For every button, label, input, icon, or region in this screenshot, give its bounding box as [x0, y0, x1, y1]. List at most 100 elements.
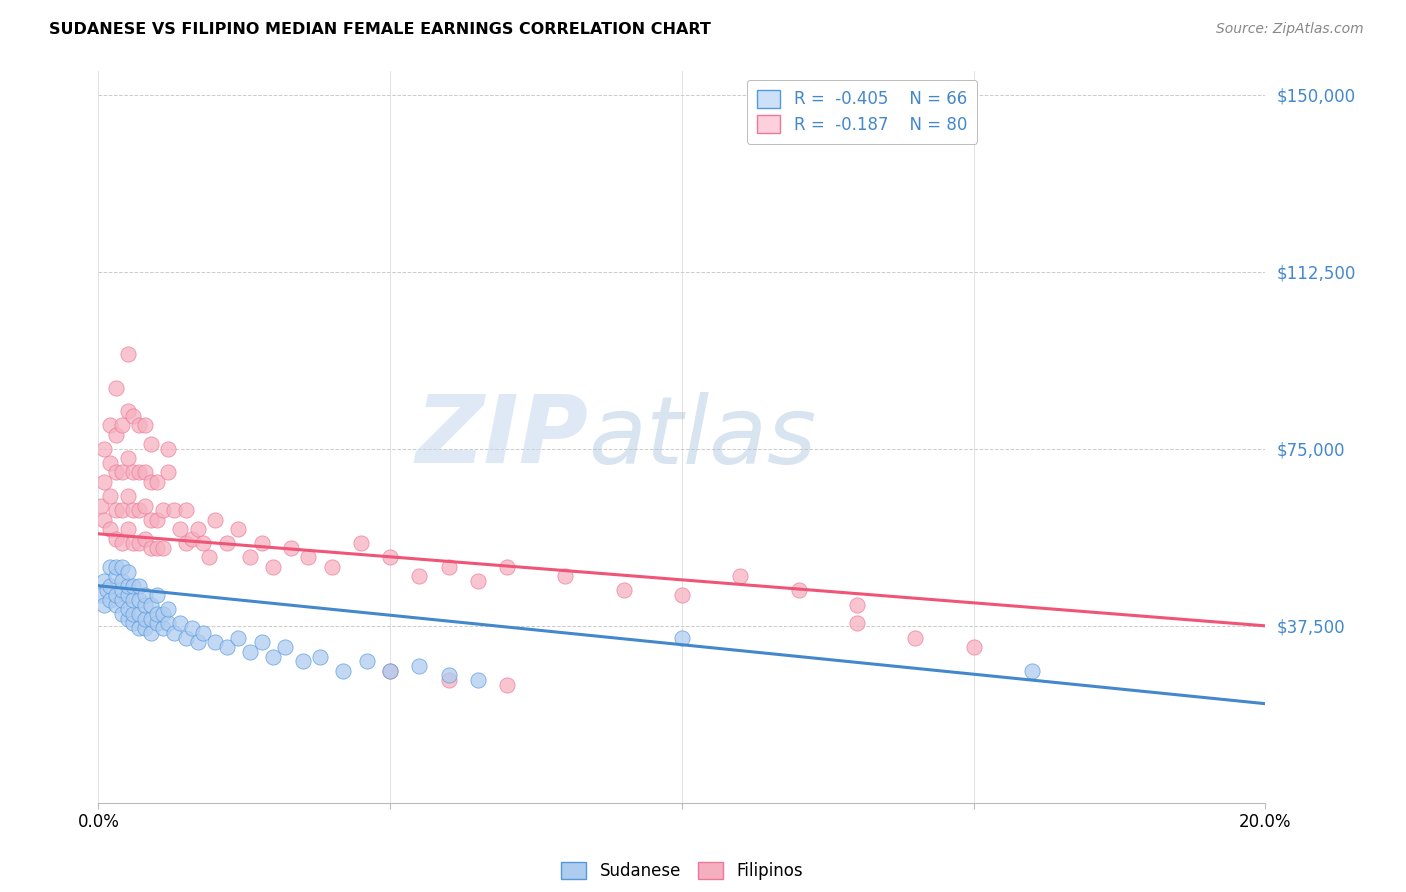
Point [730, 569, 752, 583]
Point [274, 640, 297, 654]
Point [98, 418, 121, 433]
Point [496, 678, 519, 692]
Point [93, 475, 115, 489]
Point [239, 645, 262, 659]
Point [104, 532, 127, 546]
Point [157, 602, 180, 616]
Point [408, 569, 430, 583]
Point [163, 503, 186, 517]
Point [250, 635, 273, 649]
Point [250, 536, 273, 550]
Point [174, 536, 197, 550]
Point [111, 503, 134, 517]
Point [122, 536, 145, 550]
Point [157, 466, 180, 480]
Point [111, 418, 134, 433]
Point [90, 499, 112, 513]
Point [96, 583, 118, 598]
Point [169, 616, 191, 631]
Point [111, 583, 134, 598]
Point [128, 621, 150, 635]
Point [122, 607, 145, 621]
Point [180, 532, 202, 546]
Point [134, 466, 156, 480]
Point [204, 635, 226, 649]
Point [496, 559, 519, 574]
Point [128, 466, 150, 480]
Point [152, 607, 174, 621]
Point [297, 550, 319, 565]
Point [280, 541, 302, 555]
Point [111, 593, 134, 607]
Point [671, 631, 693, 645]
Point [146, 607, 169, 621]
Point [98, 456, 121, 470]
Point [146, 588, 169, 602]
Point [104, 380, 127, 394]
Point [111, 536, 134, 550]
Point [117, 404, 139, 418]
Point [187, 635, 209, 649]
Point [146, 475, 169, 489]
Point [134, 532, 156, 546]
Point [122, 466, 145, 480]
Point [291, 654, 314, 668]
Point [262, 649, 284, 664]
Point [104, 588, 127, 602]
Point [111, 559, 134, 574]
Point [332, 664, 354, 678]
Point [134, 499, 156, 513]
Point [128, 579, 150, 593]
Point [122, 579, 145, 593]
Point [146, 541, 169, 555]
Point [104, 598, 127, 612]
Point [204, 513, 226, 527]
Point [117, 602, 139, 616]
Point [146, 616, 169, 631]
Point [117, 579, 139, 593]
Point [98, 593, 121, 607]
Point [134, 588, 156, 602]
Point [104, 466, 127, 480]
Point [380, 550, 402, 565]
Point [128, 418, 150, 433]
Point [198, 550, 221, 565]
Point [1021, 664, 1043, 678]
Point [104, 559, 127, 574]
Point [228, 522, 250, 536]
Point [437, 668, 460, 682]
Legend: Sudanese, Filipinos: Sudanese, Filipinos [554, 855, 810, 887]
Point [787, 583, 810, 598]
Point [139, 626, 162, 640]
Point [139, 541, 162, 555]
Point [321, 559, 343, 574]
Point [111, 574, 134, 588]
Point [187, 522, 209, 536]
Point [215, 640, 238, 654]
Point [193, 536, 215, 550]
Point [139, 598, 162, 612]
Point [122, 409, 145, 423]
Point [90, 588, 112, 602]
Point [93, 513, 115, 527]
Point [128, 536, 150, 550]
Point [467, 574, 489, 588]
Point [380, 664, 402, 678]
Point [117, 522, 139, 536]
Point [612, 583, 634, 598]
Point [380, 664, 402, 678]
Point [139, 513, 162, 527]
Point [174, 631, 197, 645]
Point [117, 588, 139, 602]
Point [128, 593, 150, 607]
Point [962, 640, 984, 654]
Point [169, 522, 191, 536]
Point [350, 536, 373, 550]
Point [554, 569, 576, 583]
Point [152, 541, 174, 555]
Point [157, 616, 180, 631]
Point [111, 466, 134, 480]
Point [467, 673, 489, 687]
Point [128, 607, 150, 621]
Point [104, 503, 127, 517]
